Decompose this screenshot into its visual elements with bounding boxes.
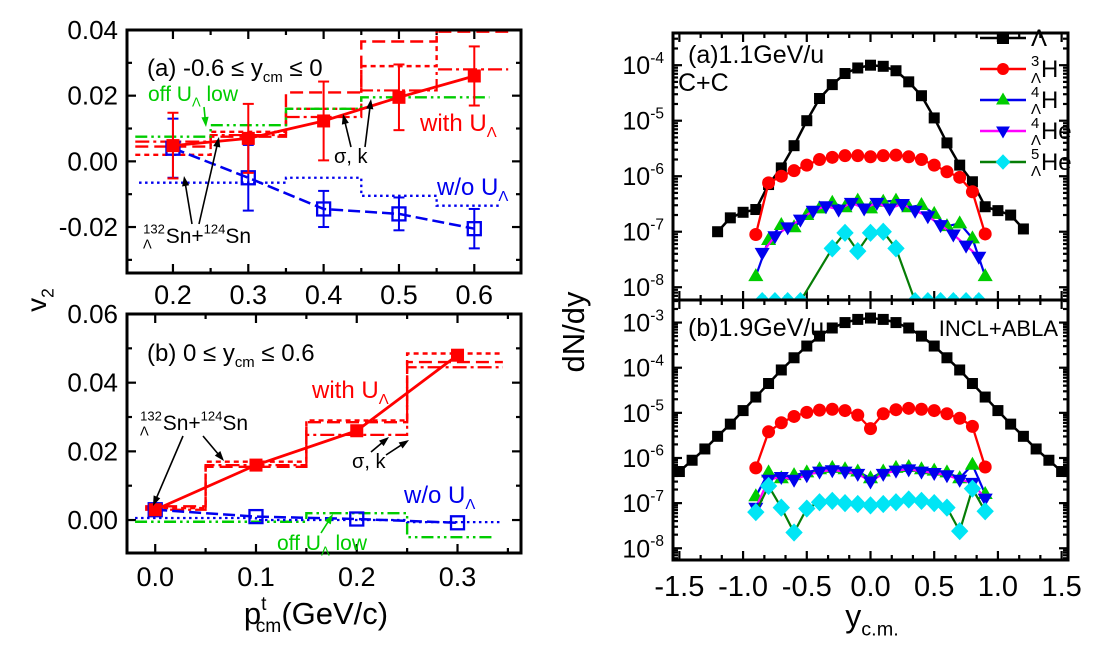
- axis-ticks: [673, 33, 1068, 301]
- y-tick-label: 10-7: [622, 488, 664, 518]
- axis-label: yc.m.: [845, 598, 898, 640]
- legend-label: 4 ΛH: [1031, 85, 1058, 118]
- y-tick-label: 0.00: [67, 505, 118, 535]
- y-tick-label: 0.02: [67, 436, 118, 466]
- x-tick-label: 1.5: [1041, 571, 1081, 603]
- y-tick-label: 10-6: [622, 161, 664, 191]
- panel-left-b: 0.0 0.1 0.2 0.3 0.06 0.04 0.02 0.00 (b) 0 ≤ ycm …: [67, 299, 523, 592]
- x-tick-label: 0.3: [230, 280, 268, 310]
- panel-frame: [125, 28, 523, 275]
- axis-label: dN/dy: [556, 291, 591, 372]
- axis-label: pt cm(GeV/c): [244, 594, 388, 637]
- annotation: with UΛ: [419, 110, 497, 141]
- panel-left-a: 0.2 0.3 0.4 0.5 0.6 0.04 0.02 0.00 -0.02 (a) -0.6…: [59, 15, 523, 310]
- annotation: w/o UΛ: [403, 482, 475, 513]
- y-tick-label: 10-8: [622, 272, 664, 302]
- y-tick-label: 10-4: [622, 352, 664, 382]
- y-tick-label: 10-8: [622, 533, 664, 563]
- annotation: with UΛ: [311, 377, 389, 408]
- y-tick-label: 0.02: [67, 81, 118, 111]
- annotation: w/o UΛ: [436, 174, 508, 205]
- axis-label: v2: [21, 288, 57, 312]
- annotation: C+C: [678, 69, 729, 97]
- y-tick-label: 0.04: [67, 368, 118, 398]
- legend-label: 4 ΛHe: [1031, 116, 1072, 149]
- x-tick-label: 0.2: [154, 280, 192, 310]
- series-hist-dashdot-variant: [145, 366, 503, 511]
- x-tick-label: 0.5: [380, 280, 418, 310]
- series-layer: [673, 312, 1068, 542]
- series-hyperhelium-5LHe: [747, 476, 994, 542]
- x-tick-label: 0.2: [338, 562, 376, 592]
- annotation: off UΛ low: [148, 83, 239, 109]
- series-with-U-lambda: [166, 45, 481, 180]
- annotation: INCL+ABLA: [939, 316, 1059, 341]
- arrows: [153, 435, 409, 534]
- x-tick-label: 0.0: [850, 571, 890, 603]
- x-tick-label: 0.3: [439, 562, 477, 592]
- x-tick-label: -1.0: [718, 571, 768, 603]
- y-tick-label: 10-5: [622, 105, 664, 135]
- arrows: [182, 99, 374, 225]
- y-tick-label: 10-6: [622, 443, 664, 473]
- y-tick-label: 0.06: [67, 299, 118, 329]
- series-layer: [135, 30, 509, 250]
- series-hyperhelium-5LHe: [754, 222, 987, 300]
- legend-label: 5 ΛHe: [1031, 147, 1072, 180]
- x-tick-label: 0.6: [456, 280, 494, 310]
- panel-frame: [671, 31, 1070, 302]
- series-hypertriton-3LH: [749, 401, 992, 475]
- series-layer: [712, 59, 1029, 300]
- y-tick-label: 10-3: [622, 307, 664, 337]
- annotation: (b)1.9GeV/u: [688, 314, 824, 342]
- series-with-U-lambda: [148, 348, 465, 517]
- annotation: σ, k: [352, 451, 386, 473]
- annotation: (a)1.1GeV/u: [688, 41, 824, 69]
- y-tick-label: 10-7: [622, 216, 664, 246]
- annotation: (a) -0.6 ≤ ycm ≤ 0: [147, 55, 323, 86]
- x-tick-label: 0.1: [237, 562, 275, 592]
- series-hist-off-U-lambda-low: [135, 96, 490, 138]
- panel-right-b: -1.5 -1.0 -0.5 0.0 0.5 1.0 1.5 10-3 10-4 10-5 10-6…: [622, 298, 1082, 603]
- panel-frame: [671, 298, 1070, 562]
- panel-frame: [125, 312, 523, 555]
- x-tick-label: -1.5: [654, 571, 704, 603]
- series-hist-wo-U-lambda: [139, 176, 501, 207]
- y-tick-label: 0.04: [67, 15, 118, 45]
- series-lambda: [673, 312, 1068, 478]
- y-tick-label: 0.00: [67, 146, 118, 176]
- x-tick-label: 1.0: [978, 571, 1018, 603]
- y-tick-label: -0.02: [59, 212, 118, 242]
- annotation: off UΛ low: [277, 532, 368, 558]
- annotation: 132 Λ Sn+124Sn: [143, 222, 251, 252]
- series-hyperhelium-4LHe: [754, 197, 987, 265]
- x-tick-label: 0.4: [305, 280, 343, 310]
- series-hypertriton-3LH: [749, 148, 992, 241]
- annotation: 132 Λ Sn+124Sn: [140, 409, 248, 439]
- legend-label: Λ: [1031, 25, 1047, 52]
- legend-label: 3 ΛH: [1031, 54, 1058, 87]
- annotation: σ, k: [334, 146, 368, 168]
- x-tick-label: 0.5: [914, 571, 954, 603]
- x-tick-label: 0.0: [136, 562, 174, 592]
- y-tick-label: 10-4: [622, 50, 664, 80]
- x-tick-label: -0.5: [782, 571, 832, 603]
- y-tick-label: 10-5: [622, 398, 664, 428]
- annotation: (b) 0 ≤ ycm ≤ 0.6: [147, 340, 315, 371]
